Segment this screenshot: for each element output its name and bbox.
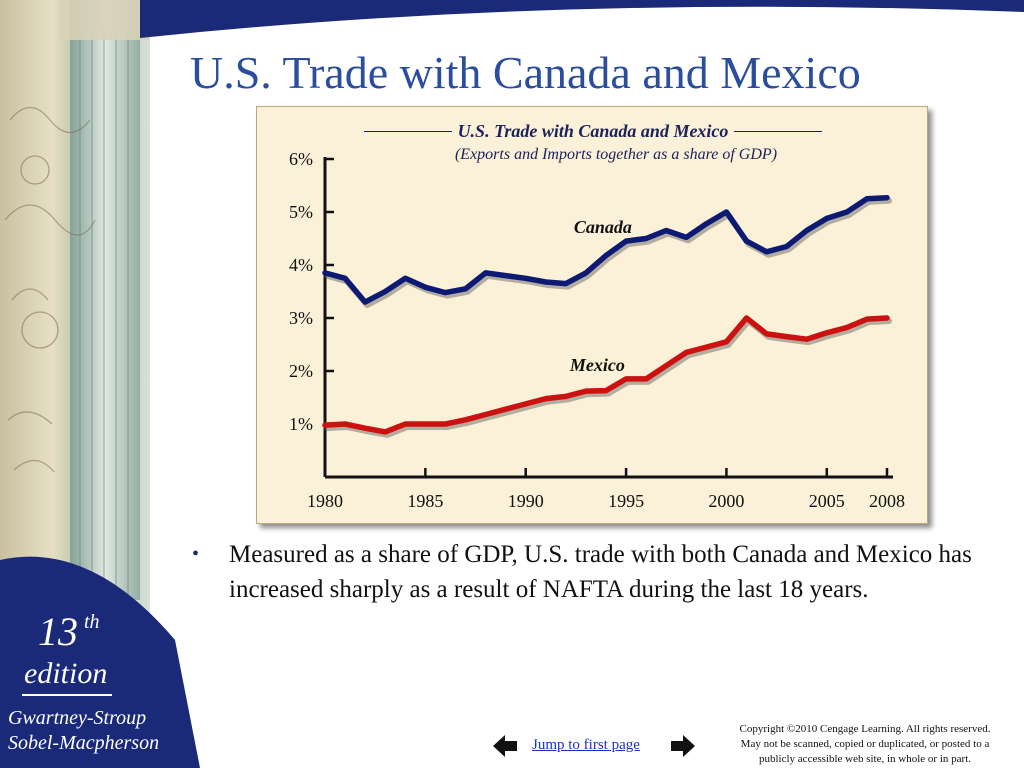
y-tick-label: 2% xyxy=(289,361,313,381)
y-tick-label: 3% xyxy=(289,308,313,328)
mexico-series-label: Mexico xyxy=(569,355,625,375)
chart-annotations: Canada Mexico xyxy=(569,217,632,375)
chart-subtitle: (Exports and Imports together as a share… xyxy=(454,146,778,163)
right-arrow-icon[interactable] xyxy=(670,733,696,759)
x-tick-label: 2008 xyxy=(869,491,905,511)
x-tick-label: 1995 xyxy=(608,491,644,511)
edition-number: 13 xyxy=(38,609,78,654)
footer-nav: Jump to first page xyxy=(490,729,700,763)
y-tick-label: 6% xyxy=(289,149,313,169)
bullet-icon: • xyxy=(192,543,200,565)
chart-title: U.S. Trade with Canada and Mexico xyxy=(257,121,929,142)
y-tick-label: 5% xyxy=(289,202,313,222)
header-band xyxy=(140,0,1024,38)
x-tick-label: 2000 xyxy=(708,491,744,511)
jump-to-first-page-link[interactable]: Jump to first page xyxy=(532,737,640,753)
bullet-text: Measured as a share of GDP, U.S. trade w… xyxy=(229,541,972,603)
slide-title: U.S. Trade with Canada and Mexico xyxy=(190,47,861,98)
canada-series-label: Canada xyxy=(574,217,632,237)
edition-suffix: th xyxy=(84,611,100,633)
copyright-line-2: May not be scanned, copied or duplicated… xyxy=(740,738,990,750)
x-tick-label: 2005 xyxy=(809,491,845,511)
y-tick-label: 4% xyxy=(289,255,313,275)
copyright-notice: Copyright ©2010 Cengage Learning. All ri… xyxy=(712,722,1018,767)
y-tick-label: 1% xyxy=(289,414,313,434)
authors-line-1: Gwartney-Stroup xyxy=(8,707,146,729)
copyright-line-3: publicly accessible web site, in whole o… xyxy=(759,753,971,765)
authors-line-2: Sobel-Macpherson xyxy=(8,732,159,754)
chart-panel: 1% 2% 3% 4% 5% 6% 1980 1985 1990 1995 2000 2005 200… xyxy=(256,106,928,524)
x-tick-label: 1990 xyxy=(508,491,544,511)
trade-line-chart: 1% 2% 3% 4% 5% 6% 1980 1985 1990 1995 2000 2005 200… xyxy=(289,149,905,511)
mexico-line xyxy=(322,315,890,435)
canada-line xyxy=(322,194,890,305)
edition-word: edition xyxy=(24,657,107,690)
left-arrow-icon[interactable] xyxy=(492,733,518,759)
x-tick-label: 1985 xyxy=(407,491,443,511)
chart-series xyxy=(322,194,892,438)
x-ticks: 1980 1985 1990 1995 2000 2005 2008 xyxy=(307,468,905,511)
copyright-line-1: Copyright ©2010 Cengage Learning. All ri… xyxy=(739,723,991,735)
chart-title-text: U.S. Trade with Canada and Mexico xyxy=(457,121,729,141)
x-tick-label: 1980 xyxy=(307,491,343,511)
y-ticks: 1% 2% 3% 4% 5% 6% xyxy=(289,149,334,434)
sidebar-decoration: 13 th edition Gwartney-Stroup Sobel-Macp… xyxy=(0,0,210,768)
